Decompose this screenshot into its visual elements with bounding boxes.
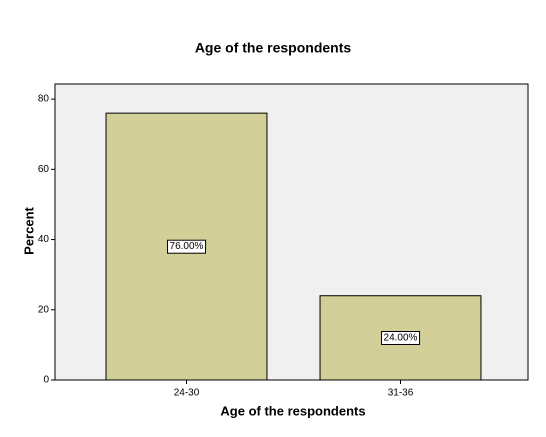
- chart-title: Age of the respondents: [195, 40, 352, 56]
- value-label-box: [167, 239, 207, 254]
- x-tick-label: 24-30: [174, 388, 200, 399]
- y-tick-label: 80: [38, 94, 50, 105]
- x-tick-label: 31-36: [388, 388, 414, 399]
- y-tick-label: 20: [38, 304, 50, 315]
- y-tick-label: 40: [38, 234, 50, 245]
- y-tick-label: 0: [43, 375, 49, 386]
- value-label: 76.00%: [170, 241, 204, 252]
- value-label: 24.00%: [384, 333, 418, 344]
- y-axis-title: Percent: [21, 206, 36, 254]
- value-label-box: [381, 331, 421, 346]
- x-axis-title: Age of the respondents: [220, 403, 365, 418]
- y-tick-label: 60: [38, 164, 50, 175]
